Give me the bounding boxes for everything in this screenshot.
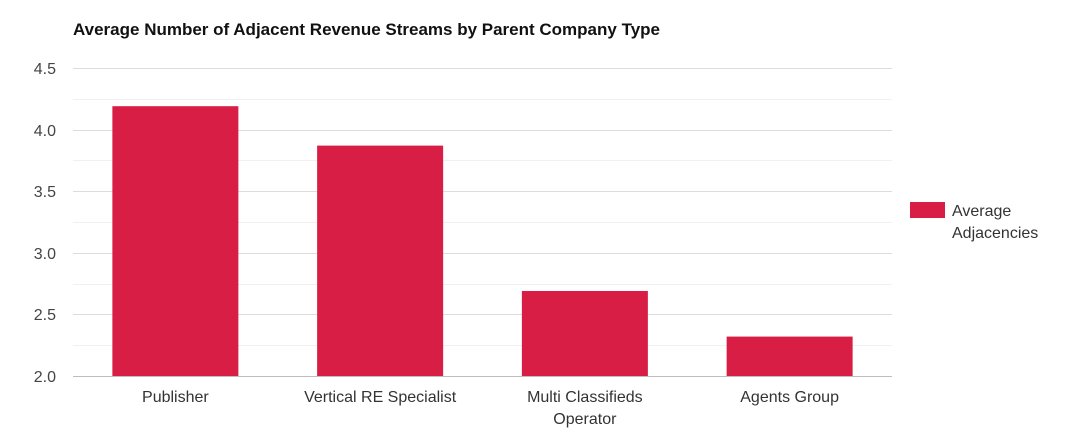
y-tick-label: 4.0 xyxy=(34,123,56,140)
x-tick-label: Publisher xyxy=(142,389,209,406)
x-tick-label-line: Publisher xyxy=(142,389,209,406)
x-tick-label-line: Agents Group xyxy=(740,389,839,406)
y-tick-label: 3.5 xyxy=(34,184,56,201)
legend-swatch xyxy=(910,202,945,218)
bars xyxy=(112,106,853,376)
y-axis: 2.0 2.5 3.0 3.5 4.0 4.5 xyxy=(34,61,56,386)
bar[interactable] xyxy=(726,336,853,376)
x-tick-label: Vertical RE Specialist xyxy=(304,389,457,406)
legend-label: Average Adjacencies xyxy=(952,203,1038,242)
y-tick-label: 3.0 xyxy=(34,246,56,263)
bar[interactable] xyxy=(317,145,444,376)
legend-label-line: Adjacencies xyxy=(952,225,1038,242)
x-tick-label-line: Operator xyxy=(553,411,617,428)
x-tick-label: Agents Group xyxy=(740,389,839,406)
x-tick-label-line: Multi Classifieds xyxy=(527,389,643,406)
legend-label-line: Average xyxy=(952,203,1011,220)
bar[interactable] xyxy=(521,290,648,376)
y-tick-label: 2.0 xyxy=(34,369,56,386)
x-tick-label-line: Vertical RE Specialist xyxy=(304,389,457,406)
legend: Average Adjacencies xyxy=(910,202,1038,242)
y-tick-label: 2.5 xyxy=(34,307,56,324)
x-axis: Publisher Vertical RE Specialist Multi Cla… xyxy=(142,389,839,428)
y-tick-label: 4.5 xyxy=(34,61,56,78)
legend-item[interactable]: Average Adjacencies xyxy=(910,202,1038,242)
bar[interactable] xyxy=(112,106,239,376)
x-tick-label: Multi Classifieds Operator xyxy=(527,389,643,428)
chart-title: Average Number of Adjacent Revenue Strea… xyxy=(73,20,660,39)
